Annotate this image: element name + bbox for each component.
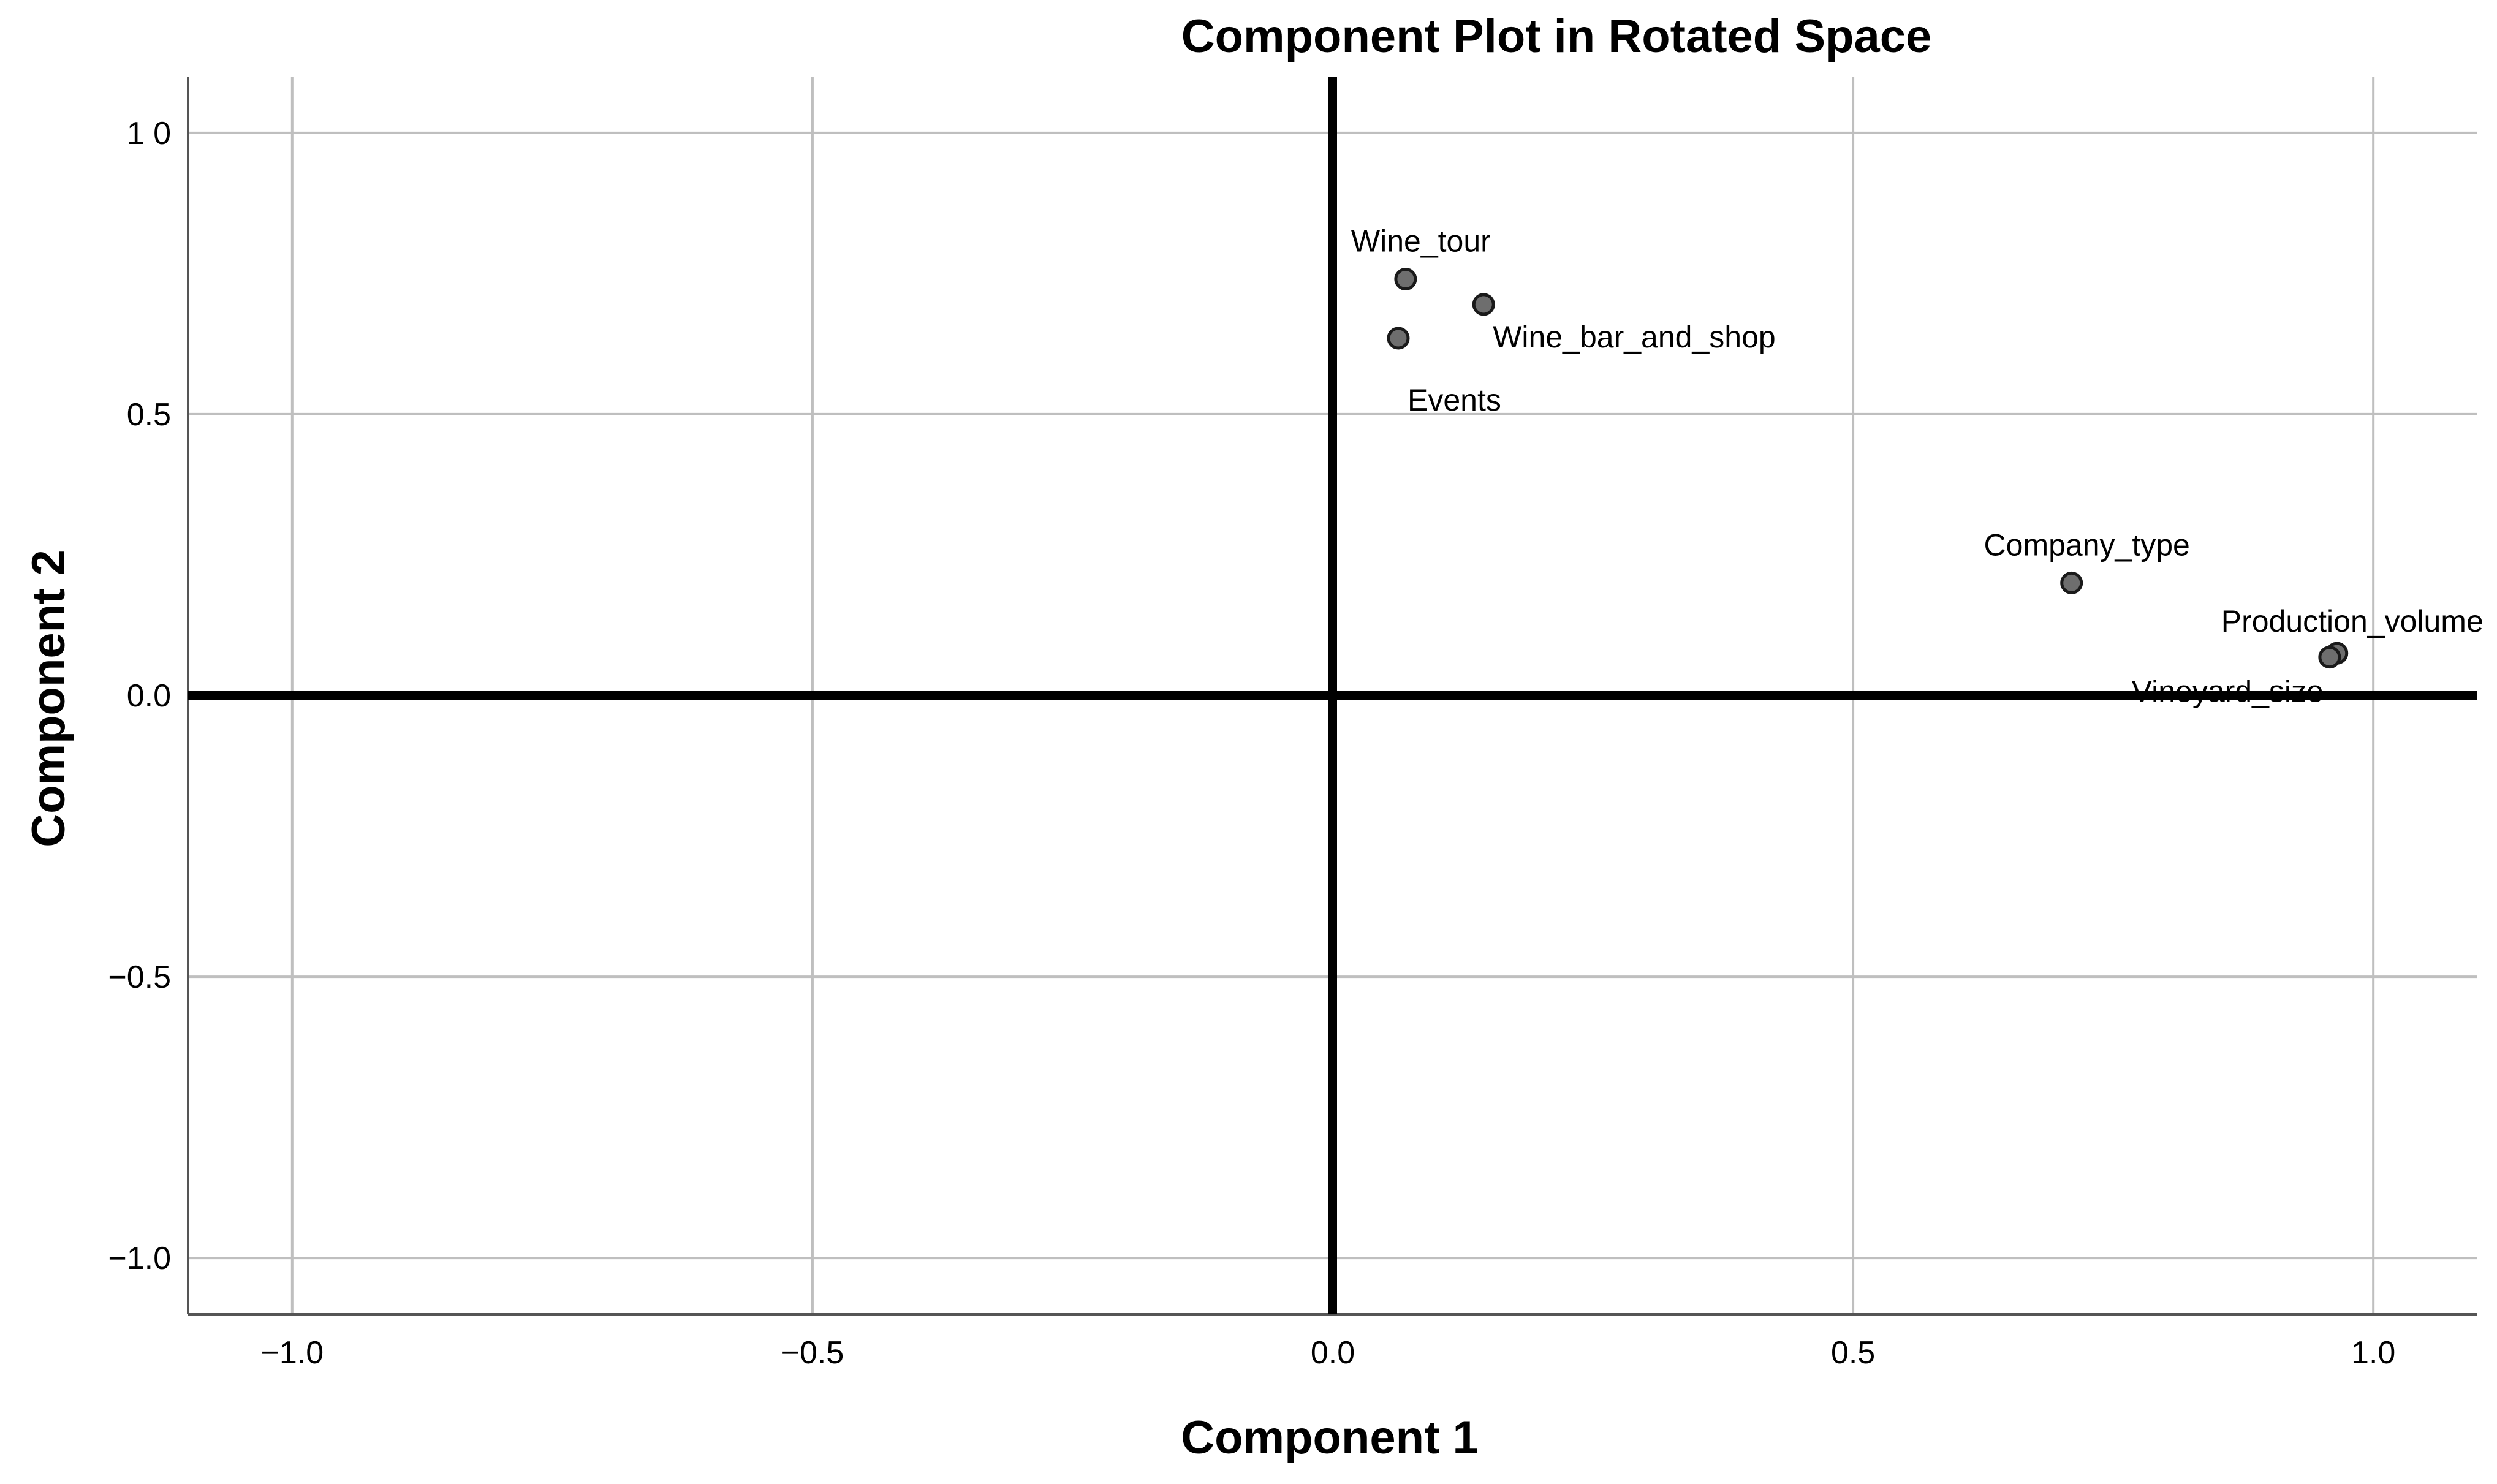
point-label: Wine_tour: [1351, 224, 1491, 259]
point-label: Wine_bar_and_shop: [1493, 320, 1775, 354]
data-point: [1387, 327, 1410, 350]
point-label: Production_volume: [2221, 604, 2484, 638]
y-tick-label: 1 0: [127, 116, 171, 151]
y-tick-label: 0.0: [127, 678, 171, 714]
tick-labels: −1.0 −0.5 0.0 0.5 1.0 −1.0 −0.5 0.0 0.5 1 0: [108, 116, 2395, 1371]
data-point: [1472, 293, 1495, 316]
data-point: [2060, 571, 2083, 594]
data-points: [1387, 268, 2349, 669]
point-labels: Wine_tour Wine_bar_and_shop Events Company_…: [1351, 224, 2484, 709]
y-tick-label: −1.0: [108, 1241, 171, 1276]
x-tick-label: 1.0: [2351, 1335, 2395, 1371]
y-tick-label: −0.5: [108, 960, 171, 995]
zero-lines: [188, 77, 2477, 1314]
x-tick-label: 0.5: [1831, 1335, 1875, 1371]
y-axis-title: Component 2: [23, 550, 75, 847]
chart-title: Component Plot in Rotated Space: [1181, 10, 1932, 62]
x-tick-label: −1.0: [260, 1335, 324, 1371]
x-tick-label: −0.5: [781, 1335, 844, 1371]
y-tick-label: 0.5: [127, 397, 171, 433]
point-label: Events: [1408, 383, 1501, 417]
point-label: Company_type: [1984, 528, 2190, 562]
x-axis-title: Component 1: [1181, 1412, 1479, 1464]
data-point: [2318, 646, 2341, 669]
x-tick-label: 0.0: [1311, 1335, 1355, 1371]
data-point: [1394, 268, 1417, 291]
point-label: Vineyard_size: [2132, 675, 2324, 709]
